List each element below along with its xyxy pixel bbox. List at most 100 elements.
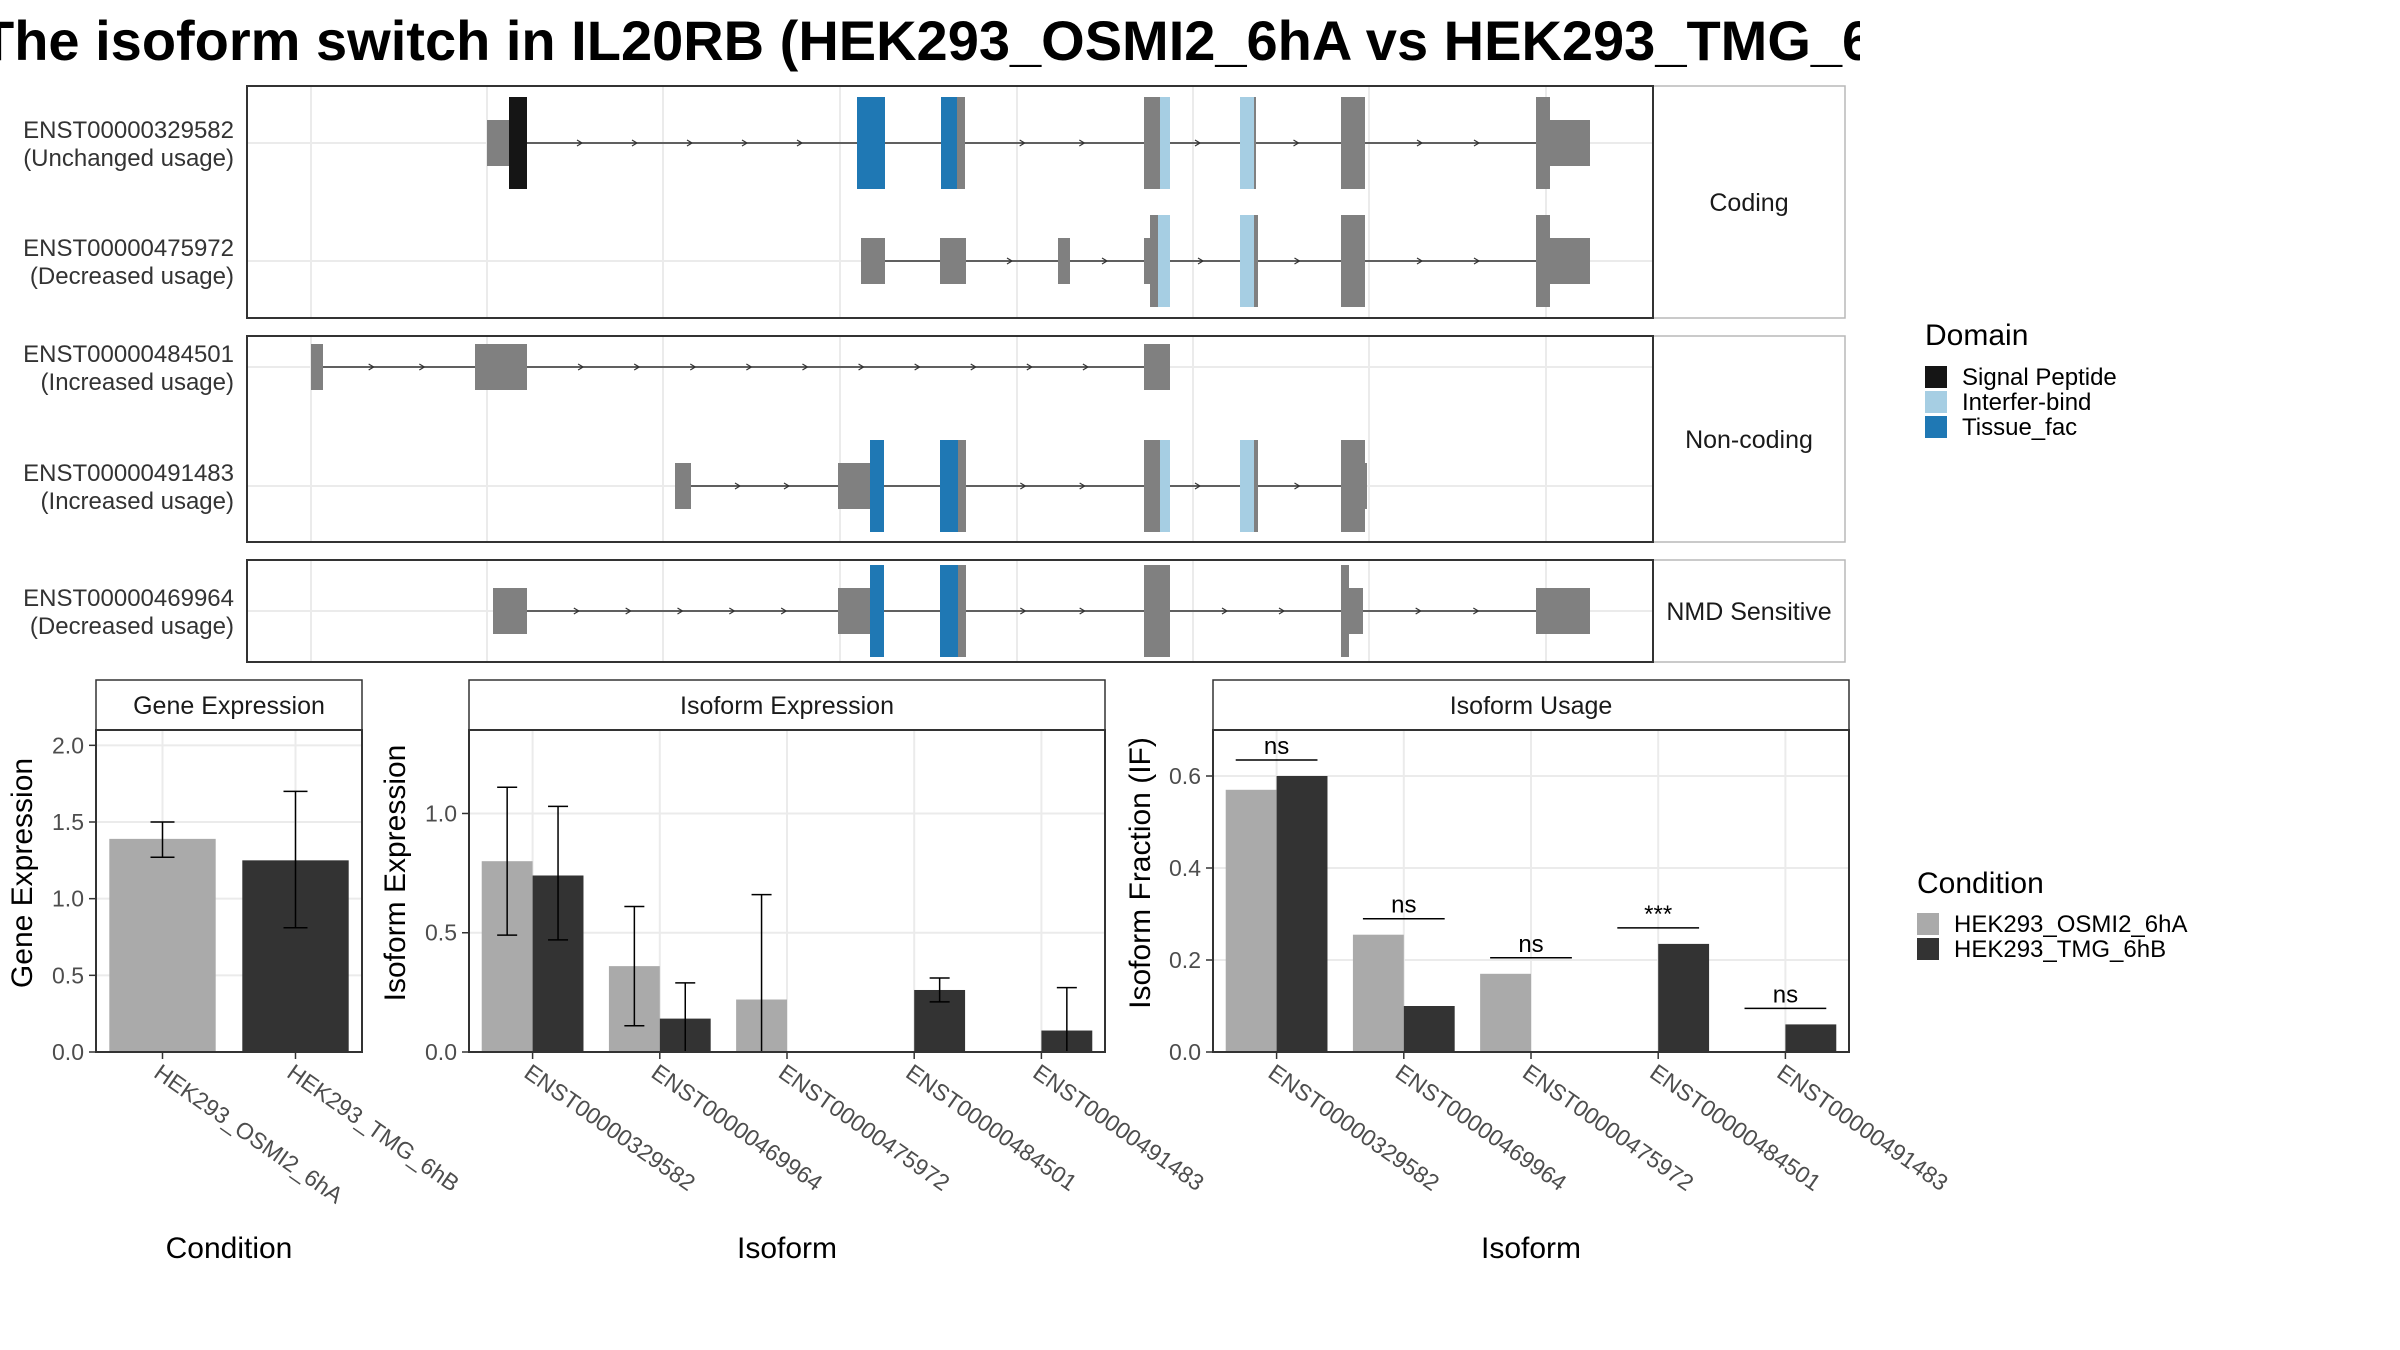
domain-segment — [1240, 440, 1254, 532]
exon — [838, 463, 870, 509]
facet-strip-label: NMD Sensitive — [1666, 598, 1831, 626]
facet-strip-label: Non-coding — [1685, 426, 1813, 454]
transcript-row: ENST00000484501(Increased usage) — [23, 341, 1170, 396]
y-tick-label: 0.2 — [1169, 947, 1201, 973]
transcript-group-non-coding: Non-coding ENST00000484501(Increased usag… — [23, 335, 1846, 543]
exon — [1144, 440, 1160, 532]
intron-arrow — [1020, 607, 1027, 615]
transcript-row: ENST00000491483(Increased usage) — [23, 440, 1367, 532]
intron-arrow — [970, 363, 977, 371]
intron-arrow — [734, 482, 742, 490]
facet-strip — [1652, 559, 1846, 663]
intron-arrow — [914, 363, 921, 371]
domain-segment — [1160, 440, 1170, 532]
intron-arrow — [1019, 139, 1026, 147]
exon — [1341, 97, 1365, 189]
transcript-group-nmd-sensitive: NMD Sensitive ENST00000469964(Decreased u… — [23, 559, 1846, 663]
intron-arrow — [689, 363, 697, 371]
bar — [1276, 776, 1328, 1052]
y-tick-label: 1.0 — [425, 800, 457, 826]
chart-title: Isoform Usage — [1450, 692, 1613, 720]
intron-arrow — [1026, 363, 1033, 371]
significance-label: ns — [1518, 931, 1543, 958]
transcript-usage-label: (Increased usage) — [41, 488, 234, 515]
x-axis-title: Isoform — [737, 1232, 837, 1265]
bar — [1403, 1006, 1455, 1052]
transcript-row: ENST00000329582(Unchanged usage) — [23, 97, 1590, 189]
intron-arrow — [1473, 257, 1481, 265]
y-tick-label: 2.0 — [52, 732, 84, 758]
intron-arrow — [796, 139, 804, 147]
y-tick-label: 0.5 — [425, 920, 457, 946]
intron-arrow — [1293, 139, 1300, 147]
structure-panel-border — [246, 559, 1654, 663]
transcript-id-label: ENST00000491483 — [23, 460, 234, 487]
intron-arrow — [1082, 363, 1090, 371]
intron-arrow — [1294, 482, 1301, 490]
intron-arrow — [1020, 482, 1027, 490]
y-tick-label: 0.4 — [1169, 855, 1201, 881]
y-tick-label: 1.0 — [52, 886, 84, 912]
exon — [1144, 565, 1170, 657]
domain-segment — [509, 97, 527, 189]
domain-segment — [1158, 215, 1170, 307]
domain-segment — [940, 565, 958, 657]
bar — [1352, 934, 1404, 1052]
condition-legend-label: HEK293_TMG_6hB — [1954, 936, 2166, 963]
bar — [1225, 789, 1277, 1052]
y-tick-label: 0.5 — [52, 962, 84, 988]
intron-arrow — [573, 607, 580, 615]
chart-strip — [95, 679, 363, 731]
transcript-usage-label: (Decreased usage) — [30, 263, 234, 290]
chart-title: Gene Expression — [133, 692, 325, 720]
y-tick-label: 0.0 — [1169, 1039, 1201, 1065]
exon — [675, 463, 691, 509]
intron-arrow — [1221, 607, 1229, 615]
domain-segment — [870, 440, 884, 532]
condition-legend-swatch — [1917, 913, 1939, 935]
intron-arrow — [1006, 257, 1014, 265]
exon — [1550, 120, 1590, 166]
intron-arrow — [1473, 607, 1480, 615]
transcript-usage-label: (Increased usage) — [41, 369, 234, 396]
exon — [1341, 440, 1365, 532]
exon — [493, 588, 527, 634]
intron-arrow — [368, 363, 375, 371]
domain-segment — [1240, 215, 1254, 307]
domain-legend-label: Interfer-bind — [1962, 389, 2091, 416]
exon — [1536, 97, 1550, 189]
exon — [1550, 238, 1590, 284]
exon — [1341, 565, 1349, 657]
expression-charts: Gene Expression0.00.51.01.52.0HEK293_OSM… — [6, 679, 1953, 1265]
domain-segment — [941, 97, 957, 189]
transcript-row: ENST00000475972(Decreased usage) — [23, 215, 1590, 307]
chart-isoform-expression: Isoform Expression0.00.51.0ENST000003295… — [379, 679, 1209, 1265]
y-axis-title: Isoform Expression — [379, 745, 412, 1002]
plot-border — [95, 729, 363, 1053]
intron-arrow — [1079, 607, 1086, 615]
chart-strip — [468, 679, 1106, 731]
figure-title-text: The isoform switch in IL20RB (HEK293_OSM… — [0, 9, 1860, 72]
intron-arrow — [576, 139, 584, 147]
domain-segment — [857, 97, 885, 189]
chart-gene-expression: Gene Expression0.00.51.01.52.0HEK293_OSM… — [6, 679, 464, 1265]
y-tick-label: 1.5 — [52, 809, 84, 835]
exon — [1341, 215, 1365, 307]
bar — [1785, 1024, 1837, 1052]
intron-arrow — [419, 363, 426, 371]
domain-segment — [1160, 97, 1170, 189]
intron-arrow — [1294, 257, 1301, 265]
exon — [1349, 588, 1363, 634]
domain-legend: Domain Signal PeptideInterfer-bindTissue_… — [1925, 319, 2117, 441]
y-axis-title: Isoform Fraction (IF) — [1124, 737, 1157, 1009]
transcript-id-label: ENST00000469964 — [23, 585, 234, 612]
exon — [940, 238, 966, 284]
intron-arrow — [780, 607, 788, 615]
x-axis-title: Condition — [166, 1232, 293, 1265]
structure-panel-border — [246, 335, 1654, 543]
intron-arrow — [783, 482, 791, 490]
